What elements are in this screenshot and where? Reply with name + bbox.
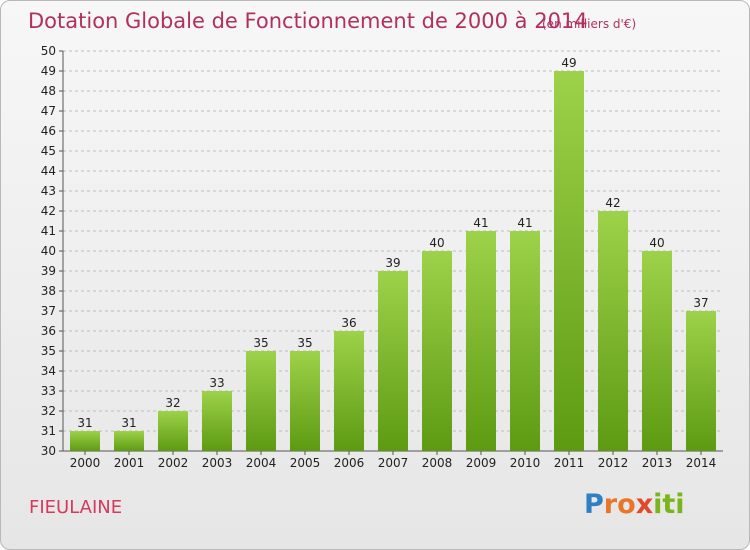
y-tick-label: 41 [41,224,56,238]
bar [510,231,540,451]
data-label: 42 [605,196,620,210]
y-tick-label: 48 [41,84,56,98]
bar [246,351,276,451]
x-tick-label: 2006 [334,456,365,470]
y-tick-label: 43 [41,184,56,198]
x-tick-label: 2014 [686,456,717,470]
x-tick-label: 2000 [70,456,101,470]
x-tick-label: 2008 [422,456,453,470]
data-label: 39 [385,256,400,270]
proxiti-logo: Proxiti [584,489,685,520]
y-tick-label: 33 [41,384,56,398]
x-tick-labels: 2000 2001 2002 2003 2004 2005 2006 2007 2008 2009… [70,456,717,470]
y-tick-label: 46 [41,124,56,138]
bar [158,411,188,451]
data-label: 36 [341,316,356,330]
bar [202,391,232,451]
y-tick-label: 31 [41,424,56,438]
bar [290,351,320,451]
data-label: 31 [77,416,92,430]
bar [642,251,672,451]
y-tick-label: 34 [41,364,56,378]
y-tick-label: 30 [41,444,56,458]
data-label: 32 [165,396,180,410]
bar [334,331,364,451]
bar [114,431,144,451]
data-label: 40 [649,236,664,250]
logo-letter: o [617,489,636,520]
bar [598,211,628,451]
bar [686,311,716,451]
bar [554,71,584,451]
logo-letter: i [653,489,663,520]
logo-letter: P [584,489,604,520]
x-tick-label: 2010 [510,456,541,470]
x-tick-label: 2011 [554,456,585,470]
y-tick-label: 44 [41,164,56,178]
y-tick-label: 45 [41,144,56,158]
x-tick-label: 2004 [246,456,277,470]
x-tick-label: 2009 [466,456,497,470]
y-tick-label: 38 [41,284,56,298]
data-label: 49 [561,56,576,70]
data-label: 40 [429,236,444,250]
x-tick-label: 2002 [158,456,189,470]
x-tick-label: 2013 [642,456,673,470]
data-label: 37 [693,296,708,310]
data-label: 31 [121,416,136,430]
bar [70,431,100,451]
y-tick-label: 36 [41,324,56,338]
x-tick-label: 2007 [378,456,409,470]
logo-letter: x [635,489,654,520]
x-tick-label: 2012 [598,456,629,470]
x-tick-label: 2003 [202,456,233,470]
data-label: 41 [517,216,532,230]
data-label: 35 [253,336,268,350]
logo-letter: r [603,489,618,520]
data-label: 41 [473,216,488,230]
data-label: 35 [297,336,312,350]
logo-letter: ti [662,489,685,520]
y-tick-label: 40 [41,244,56,258]
bar [378,271,408,451]
commune-name: FIEULAINE [29,497,123,518]
bar [422,251,452,451]
y-tick-label: 49 [41,64,56,78]
data-label: 33 [209,376,224,390]
chart-unit: (en milliers d'€) [542,17,637,31]
y-tick-label: 42 [41,204,56,218]
chart-title: Dotation Globale de Fonctionnement de 20… [28,9,588,33]
y-tick-label: 47 [41,104,56,118]
y-tick-label: 35 [41,344,56,358]
bars [70,71,716,451]
y-tick-label: 37 [41,304,56,318]
y-tick-label: 32 [41,404,56,418]
x-tick-label: 2001 [114,456,145,470]
y-tick-label: 50 [41,44,56,58]
y-tick-label: 39 [41,264,56,278]
y-tick-labels: 30 31 32 33 34 35 36 37 38 39 40 41 42 43 44 45 46 47 48 49… [41,44,56,458]
bar [466,231,496,451]
x-tick-label: 2005 [290,456,321,470]
data-labels: 31 31 32 33 35 35 36 39 40 41 41 49 42 40 37 [77,56,708,430]
